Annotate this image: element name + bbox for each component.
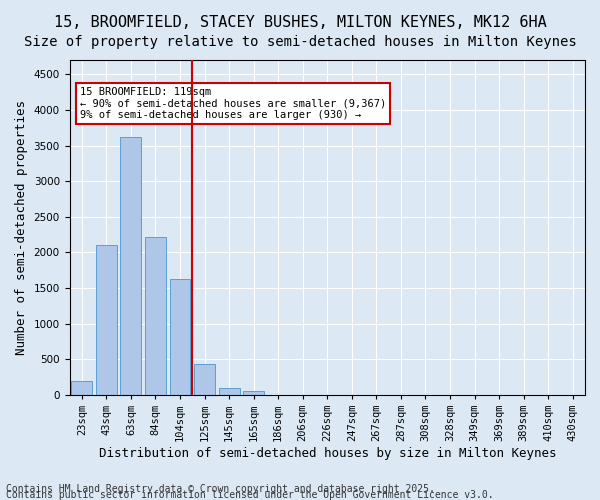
Text: Contains public sector information licensed under the Open Government Licence v3: Contains public sector information licen… [6, 490, 494, 500]
Text: 15, BROOMFIELD, STACEY BUSHES, MILTON KEYNES, MK12 6HA: 15, BROOMFIELD, STACEY BUSHES, MILTON KE… [53, 15, 547, 30]
Bar [145, 236, 166, 395]
Bar [96, 246, 117, 395]
X-axis label: Distribution of semi-detached houses by size in Milton Keynes: Distribution of semi-detached houses by … [98, 447, 556, 460]
Bar [71, 380, 92, 395]
Text: Size of property relative to semi-detached houses in Milton Keynes: Size of property relative to semi-detach… [23, 35, 577, 49]
Bar [243, 390, 264, 395]
Bar [218, 388, 239, 395]
Bar [194, 364, 215, 395]
Bar [121, 137, 142, 395]
Y-axis label: Number of semi-detached properties: Number of semi-detached properties [15, 100, 28, 355]
Text: Contains HM Land Registry data © Crown copyright and database right 2025.: Contains HM Land Registry data © Crown c… [6, 484, 435, 494]
Text: 15 BROOMFIELD: 119sqm
← 90% of semi-detached houses are smaller (9,367)
9% of se: 15 BROOMFIELD: 119sqm ← 90% of semi-deta… [80, 87, 386, 120]
Bar [170, 280, 190, 395]
